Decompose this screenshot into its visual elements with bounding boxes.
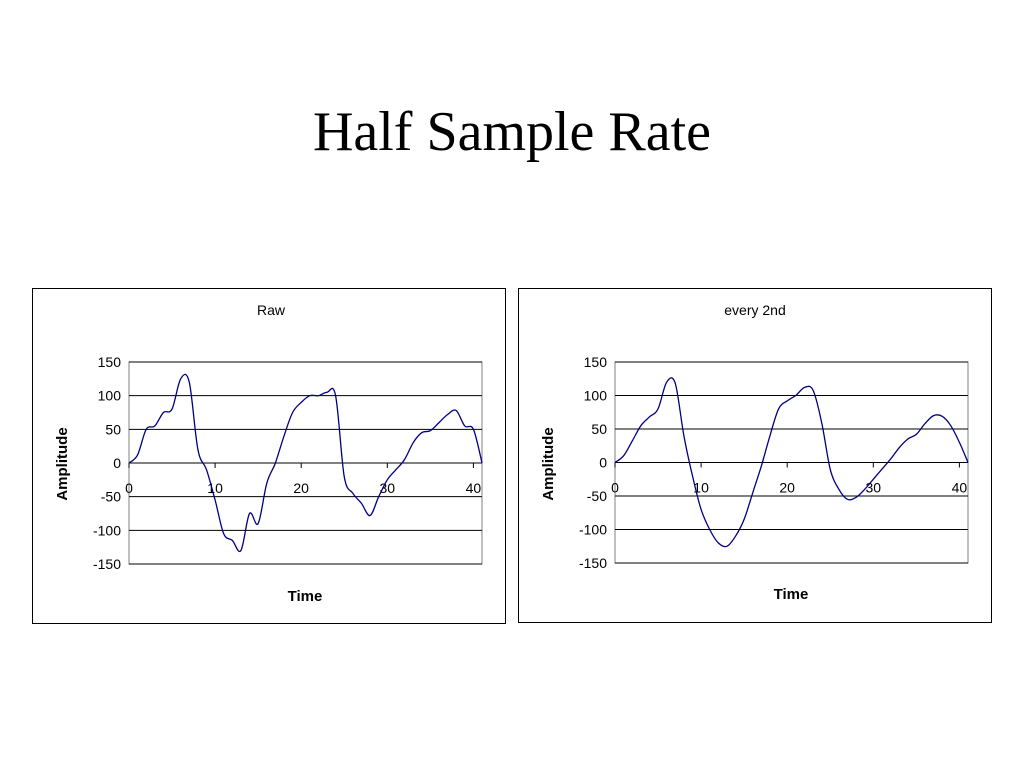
x-axis-label: Time [774, 586, 809, 603]
chart-title: every 2nd [724, 302, 785, 318]
series-line [614, 377, 969, 548]
chart-every-2nd: 150 100 50 0 -50 -100 -150 0 10 20 30 40 every 2nd Ti… [518, 288, 992, 623]
y-tick-label: 100 [584, 388, 608, 404]
y-tick-label: 50 [591, 421, 607, 437]
y-tick-label: 0 [599, 455, 607, 471]
slide-title: Half Sample Rate [312, 101, 712, 163]
x-tick-label: 30 [866, 480, 882, 496]
x-tick-label: 40 [952, 480, 968, 496]
series-line [128, 373, 483, 553]
y-tick-label: 50 [105, 421, 121, 437]
y-tick-label: -100 [93, 522, 121, 538]
y-tick-label: 0 [113, 455, 121, 471]
y-axis-label: Amplitude [54, 427, 71, 500]
chart-raw: 150 100 50 0 -50 -100 -150 0 10 20 30 40 Raw Time Ampl… [32, 288, 506, 624]
chart-title: Raw [257, 302, 286, 318]
y-tick-label: -150 [93, 556, 121, 572]
y-tick-label: -50 [587, 488, 607, 504]
y-tick-label: -50 [101, 489, 121, 505]
x-tick-label: 30 [380, 480, 396, 496]
x-tick-label: 20 [293, 480, 309, 496]
y-tick-label: 150 [584, 354, 608, 370]
x-tick-label: 20 [779, 480, 795, 496]
y-tick-label: 150 [98, 354, 122, 370]
y-tick-label: -150 [579, 555, 607, 571]
x-tick-label: 40 [466, 480, 482, 496]
x-axis-label: Time [288, 588, 323, 605]
x-tick-label: 10 [693, 480, 709, 496]
y-tick-label: -100 [579, 522, 607, 538]
y-tick-label: 100 [98, 388, 122, 404]
x-tick-label: 0 [125, 480, 133, 496]
y-axis-label: Amplitude [540, 427, 557, 500]
x-tick-label: 0 [611, 480, 619, 496]
